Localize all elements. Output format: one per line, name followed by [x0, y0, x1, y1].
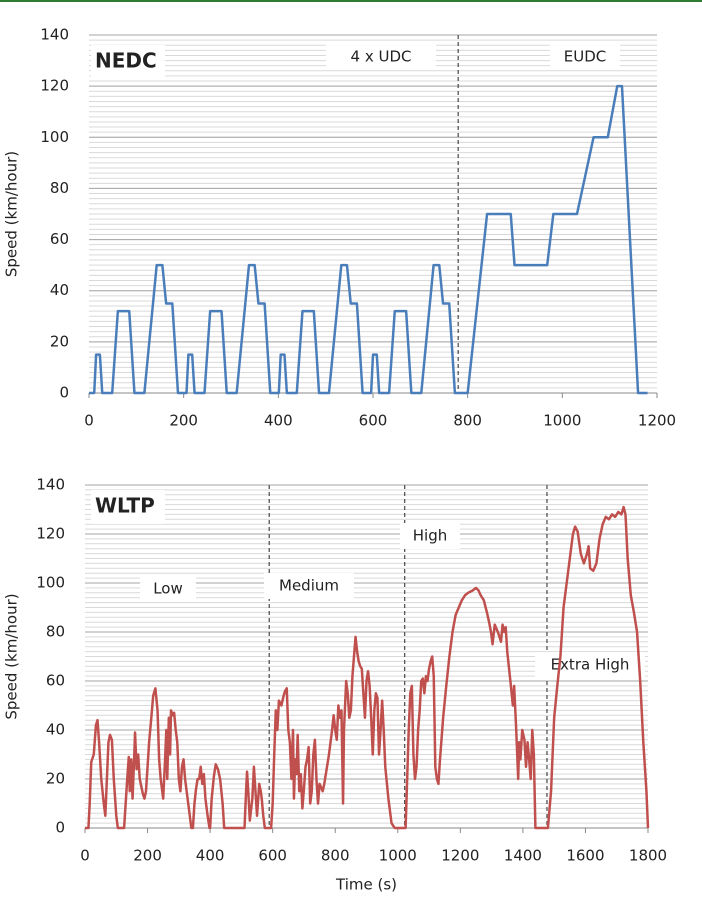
y-tick-label: 0 [59, 384, 69, 402]
x-tick-label: 1000 [379, 847, 417, 865]
chart-title: NEDC [95, 49, 157, 73]
x-tick-label: 600 [359, 412, 388, 430]
y-tick-label: 120 [40, 77, 69, 95]
label-background [400, 523, 460, 549]
label-background [91, 45, 165, 79]
y-tick-label: 140 [40, 26, 69, 44]
x-tick-label: 0 [80, 847, 90, 865]
x-tick-label: 1000 [543, 412, 581, 430]
x-tick-label: 200 [169, 412, 198, 430]
y-tick-label: 80 [50, 179, 69, 197]
y-tick-label: 20 [46, 770, 65, 788]
chart-title: WLTP [95, 494, 155, 518]
x-tick-label: 1200 [441, 847, 479, 865]
phase-label: High [413, 527, 447, 545]
y-tick-label: 20 [50, 332, 69, 350]
y-tick-label: 60 [50, 230, 69, 248]
y-axis-label: Speed (km/hour) [3, 151, 21, 277]
y-tick-label: 40 [46, 721, 65, 739]
phase-label: Extra High [551, 656, 630, 674]
y-tick-label: 40 [50, 281, 69, 299]
y-tick-label: 0 [55, 819, 65, 837]
label-background [91, 490, 165, 524]
y-axis-label: Speed (km/hour) [3, 593, 21, 719]
y-tick-label: 120 [36, 525, 65, 543]
speed-trace [85, 505, 650, 830]
label-background [326, 44, 436, 70]
x-tick-label: 0 [84, 412, 94, 430]
speed-trace [89, 84, 648, 395]
x-tick-label: 400 [196, 847, 225, 865]
phase-label: EUDC [564, 48, 606, 66]
y-tick-label: 60 [46, 672, 65, 690]
phase-label: 4 x UDC [351, 48, 412, 66]
x-tick-label: 1400 [504, 847, 542, 865]
x-tick-label: 800 [321, 847, 350, 865]
phase-label: Medium [279, 577, 339, 595]
label-background [535, 652, 645, 678]
x-tick-label: 600 [258, 847, 287, 865]
label-background [550, 44, 620, 70]
x-tick-label: 200 [133, 847, 162, 865]
x-tick-label: 1800 [629, 847, 667, 865]
y-tick-label: 80 [46, 623, 65, 641]
x-tick-label: 800 [453, 412, 482, 430]
y-tick-label: 140 [36, 476, 65, 494]
x-axis-label: Time (s) [335, 876, 397, 894]
label-background [264, 573, 354, 599]
y-tick-label: 100 [36, 574, 65, 592]
y-tick-label: 100 [40, 128, 69, 146]
x-tick-label: 1200 [638, 412, 676, 430]
phase-label: Low [153, 580, 183, 598]
x-tick-label: 1600 [566, 847, 604, 865]
x-tick-label: 400 [264, 412, 293, 430]
label-background [140, 576, 196, 602]
